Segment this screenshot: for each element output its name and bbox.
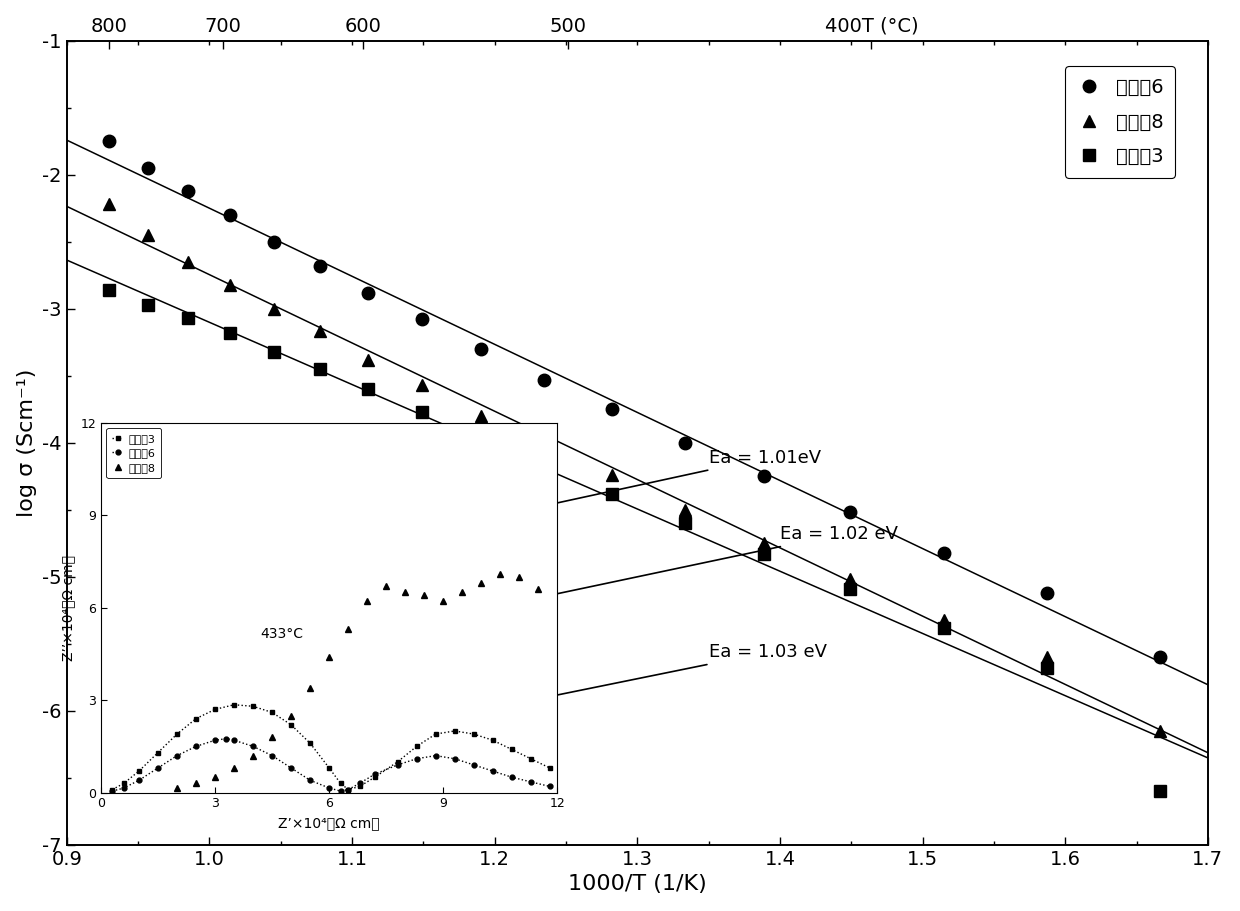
实施例6 [843, 507, 858, 517]
实施例6 [415, 314, 430, 325]
实施例6 [267, 236, 281, 247]
对比例3 [102, 284, 117, 295]
对比例3 [312, 363, 327, 374]
实施例8 [677, 505, 692, 516]
实施例8 [1039, 651, 1054, 662]
X-axis label: 1000/T (1/K): 1000/T (1/K) [568, 875, 707, 895]
实施例8 [102, 199, 117, 210]
对比例3 [537, 459, 552, 470]
Text: Ea = 1.01eV: Ea = 1.01eV [456, 449, 821, 527]
Legend: 实施例6, 实施例8, 对比例3: 实施例6, 实施例8, 对比例3 [1065, 67, 1176, 178]
对比例3 [361, 384, 376, 394]
对比例3 [267, 346, 281, 357]
Line: 实施例8: 实施例8 [103, 199, 1166, 736]
实施例8 [267, 303, 281, 314]
实施例8 [312, 326, 327, 337]
对比例3 [936, 622, 951, 633]
Text: Ea = 1.02 eV: Ea = 1.02 eV [528, 526, 898, 602]
实施例8 [843, 574, 858, 585]
对比例3 [140, 299, 155, 310]
实施例6 [140, 162, 155, 173]
实施例6 [474, 343, 489, 354]
对比例3 [677, 517, 692, 528]
实施例8 [474, 411, 489, 422]
实施例6 [1153, 651, 1168, 662]
实施例6 [181, 185, 196, 196]
实施例6 [1039, 588, 1054, 599]
对比例3 [604, 488, 619, 499]
实施例8 [936, 614, 951, 625]
实施例8 [415, 380, 430, 391]
实施例8 [756, 537, 771, 548]
对比例3 [1153, 786, 1168, 797]
实施例8 [361, 354, 376, 365]
实施例6 [677, 437, 692, 448]
实施例8 [140, 230, 155, 241]
Line: 对比例3: 对比例3 [103, 284, 1166, 797]
Line: 实施例6: 实施例6 [103, 135, 1167, 663]
对比例3 [181, 312, 196, 323]
实施例8 [1153, 725, 1168, 736]
实施例6 [312, 261, 327, 271]
实施例8 [223, 279, 238, 290]
对比例3 [756, 548, 771, 559]
Y-axis label: log σ (Scm⁻¹): log σ (Scm⁻¹) [16, 369, 37, 517]
实施例6 [604, 404, 619, 415]
实施例8 [537, 437, 552, 448]
实施例6 [756, 471, 771, 482]
对比例3 [223, 327, 238, 338]
对比例3 [843, 583, 858, 594]
对比例3 [415, 406, 430, 417]
实施例8 [604, 469, 619, 480]
实施例6 [223, 210, 238, 220]
实施例6 [936, 548, 951, 558]
对比例3 [1039, 662, 1054, 673]
实施例8 [181, 256, 196, 267]
对比例3 [474, 434, 489, 445]
实施例6 [537, 374, 552, 385]
实施例6 [102, 136, 117, 147]
实施例6 [361, 287, 376, 298]
Text: Ea = 1.03 eV: Ea = 1.03 eV [471, 643, 827, 715]
